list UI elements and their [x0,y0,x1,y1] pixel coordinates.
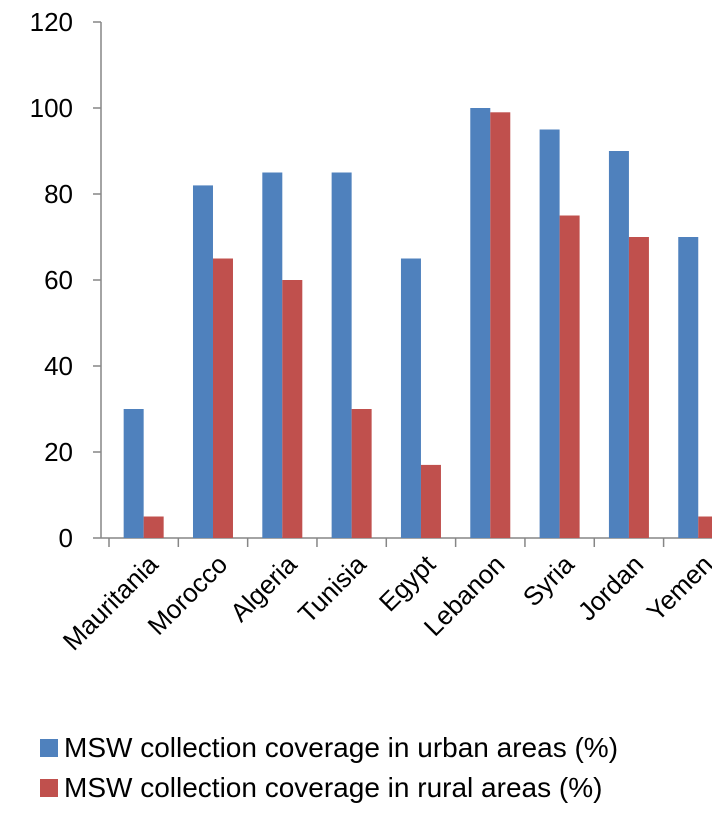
x-tick-label-syria: Syria [517,549,580,612]
bar-rural-morocco [212,258,233,538]
bar-rural-algeria [282,280,303,538]
x-tick-label-yemen: Yemen [641,549,712,627]
bar-rural-tunisia [351,409,372,538]
y-tick-label: 80 [44,179,73,209]
bar-chart: 0 20 40 60 80 100 120 MauritaniaMoroccoAlgeria… [30,7,712,656]
x-tick-label-algeria: Algeria [224,549,303,628]
bar-rural-jordan [628,237,649,538]
legend-swatch-urban [40,739,58,757]
bar-rural-syria [559,215,580,538]
bar-urban-jordan [608,151,629,538]
bars [123,108,712,539]
bar-rural-egypt [420,464,441,538]
bar-urban-lebanon [470,108,491,538]
y-tick-label: 0 [59,523,73,553]
bar-rural-lebanon [490,112,511,539]
y-tick-label: 100 [30,93,73,123]
bar-urban-morocco [192,185,213,538]
legend: MSW collection coverage in urban areas (… [40,728,618,808]
bar-urban-mauritania [123,409,144,538]
y-tick-labels: 0 20 40 60 80 100 120 [30,7,73,553]
y-tick-label: 20 [44,437,73,467]
bar-urban-yemen [678,237,699,538]
x-tick-label-tunisia: Tunisia [292,549,372,629]
bar-rural-mauritania [143,516,164,538]
legend-label-urban: MSW collection coverage in urban areas (… [64,732,619,763]
bar-rural-yemen [698,516,712,538]
y-tick-label: 40 [44,351,73,381]
x-tick-label-mauritania: Mauritania [57,549,164,656]
y-tick-label: 60 [44,265,73,295]
bar-urban-tunisia [331,172,352,538]
legend-item-rural: MSW collection coverage in rural areas (… [40,768,618,808]
legend-swatch-rural [40,779,58,797]
bar-urban-algeria [262,172,283,538]
legend-label-rural: MSW collection coverage in rural areas (… [64,772,603,803]
legend-item-urban: MSW collection coverage in urban areas (… [40,728,618,768]
bar-urban-syria [539,129,560,538]
y-tick-label: 120 [30,7,73,37]
x-tick-label-jordan: Jordan [572,549,649,626]
bar-urban-egypt [400,258,421,538]
